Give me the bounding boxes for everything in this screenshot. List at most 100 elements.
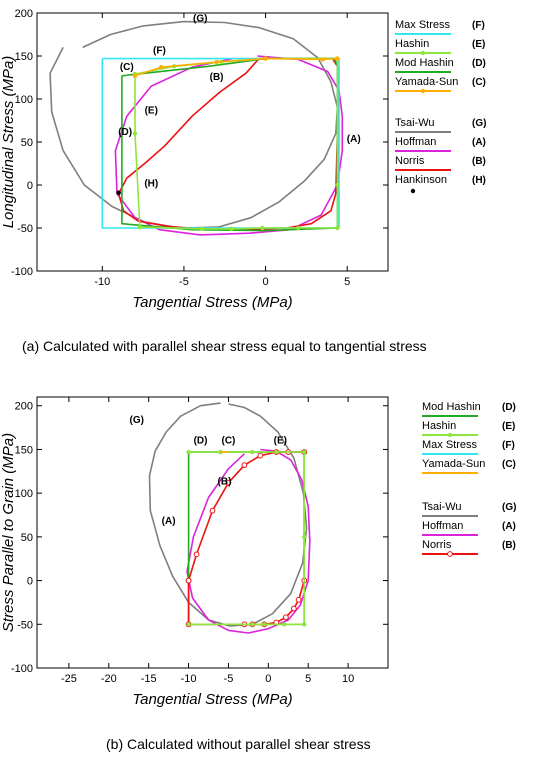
annotation-label: (A)	[347, 134, 361, 145]
series-hashin-point	[296, 225, 301, 231]
x-tick-label: -20	[101, 673, 117, 685]
y-tick-label: -100	[11, 663, 33, 675]
legend-tag: (E)	[502, 421, 515, 432]
series-hashin-point	[262, 622, 267, 627]
series-group	[49, 20, 344, 236]
legend-tag: (C)	[472, 77, 486, 88]
annotation-label: (G)	[193, 14, 207, 25]
legend-tag: (A)	[502, 521, 516, 532]
plot-frame	[36, 396, 389, 669]
chart-b: -25 -20 -15 -10 -5 0 5 10-100-50050100150200Tan…	[0, 396, 516, 708]
legend-tag: (D)	[502, 402, 516, 413]
series-hashin-point	[274, 449, 279, 455]
annotation-label: (B)	[210, 72, 224, 83]
series-yamada-sun-point	[158, 64, 164, 70]
x-axis-label: Tangential Stress (MPa)	[132, 294, 292, 311]
legend-tag: (F)	[472, 20, 485, 31]
series-norris-point	[209, 507, 216, 514]
series-norris-point	[295, 596, 302, 603]
y-axis-label: Longitudinal Stress (MPa)	[0, 56, 17, 229]
legend-label: Yamada-Sun	[422, 458, 485, 470]
series-hashin-point	[302, 449, 307, 455]
annotation-label: (B)	[218, 476, 232, 487]
series-tsai-wu-line	[49, 20, 339, 229]
annotation-label: (H)	[144, 179, 158, 190]
legend-label: Mod Hashin	[395, 57, 454, 69]
series-hashin-point	[250, 622, 255, 627]
legend-label: Hankinson	[395, 174, 447, 186]
series-hashin-point	[199, 226, 205, 232]
series-hashin-point	[137, 224, 143, 230]
series-yamada-sun-point	[320, 57, 325, 62]
y-tick-label: 50	[21, 137, 33, 149]
legend-label: Hoffman	[395, 136, 436, 148]
legend-tag: (B)	[472, 156, 486, 167]
legend-tag: (F)	[502, 440, 515, 451]
y-tick-label: -100	[11, 266, 33, 278]
series-hoffman-line	[114, 55, 344, 236]
series-hashin-point	[335, 225, 340, 231]
x-tick-label: -5	[179, 276, 189, 288]
caption-a: (a) Calculated with parallel shear stres…	[22, 338, 427, 354]
y-tick-label: -50	[17, 223, 33, 235]
y-tick-label: 150	[15, 51, 33, 63]
annotation-label: (E)	[274, 435, 287, 446]
x-axis-label: Tangential Stress (MPa)	[132, 691, 292, 708]
legend-label: Max Stress	[422, 439, 478, 451]
x-tick-label: -15	[141, 673, 157, 685]
legend-label: Yamada-Sun	[395, 76, 458, 88]
legend-label: Hashin	[422, 420, 456, 432]
legend-tag: (G)	[472, 118, 486, 129]
legend-tag: (D)	[472, 58, 486, 69]
series-yamada-sun-line	[134, 57, 338, 77]
series-norris-point	[282, 614, 289, 621]
series-hashin-point	[282, 622, 287, 627]
annotation-label: (C)	[120, 62, 134, 73]
series-hashin-point	[132, 131, 138, 136]
legend-tag: (C)	[502, 459, 516, 470]
annotation-label: (F)	[153, 45, 166, 56]
series-yamada-sun-point	[132, 73, 138, 78]
x-tick-label: 10	[342, 673, 354, 685]
legend-label: Mod Hashin	[422, 401, 481, 413]
series-hashin-point	[186, 622, 191, 627]
x-tick-label: -25	[61, 673, 77, 685]
series-hashin-point	[229, 226, 234, 232]
series-yamada-sun-point	[335, 56, 340, 61]
legend-label: Tsai-Wu	[422, 501, 462, 513]
annotation-label: (A)	[162, 516, 176, 527]
y-tick-label: 200	[15, 8, 33, 20]
series-max-stress-line	[101, 57, 340, 229]
legend-tag: (E)	[472, 39, 485, 50]
legend-swatch-marker	[447, 432, 453, 438]
legend-label: Hashin	[395, 38, 429, 50]
series-hoffman-line	[186, 448, 311, 634]
annotation-label: (D)	[118, 127, 132, 138]
y-tick-label: 100	[15, 488, 33, 500]
annotation-label: (D)	[194, 435, 208, 446]
legend-swatch	[410, 188, 416, 194]
series-norris-point	[241, 462, 248, 469]
series-hashin-line	[134, 57, 339, 230]
series-hankinson-point	[116, 190, 121, 196]
legend-tag: (B)	[502, 540, 516, 551]
series-hashin-point	[260, 225, 265, 231]
legend-tag: (H)	[472, 175, 486, 186]
legend-label: Norris	[395, 155, 425, 167]
x-tick-label: 0	[262, 276, 268, 288]
series-hashin-point	[250, 449, 255, 455]
series-norris-point	[290, 605, 297, 612]
series-hashin-point	[302, 622, 307, 627]
x-tick-label: 5	[344, 276, 350, 288]
series-hashin-point	[302, 534, 307, 540]
y-tick-label: 50	[21, 532, 33, 544]
series-norris-line	[117, 57, 339, 231]
annotation-label: (E)	[145, 106, 158, 117]
series-yamada-sun-point	[263, 56, 268, 61]
y-axis-label: Stress Parallel to Grain (MPa)	[0, 433, 17, 632]
y-tick-label: 100	[15, 94, 33, 106]
x-tick-label: 5	[305, 673, 311, 685]
series-norris-point	[193, 551, 200, 558]
x-tick-label: -10	[181, 673, 197, 685]
